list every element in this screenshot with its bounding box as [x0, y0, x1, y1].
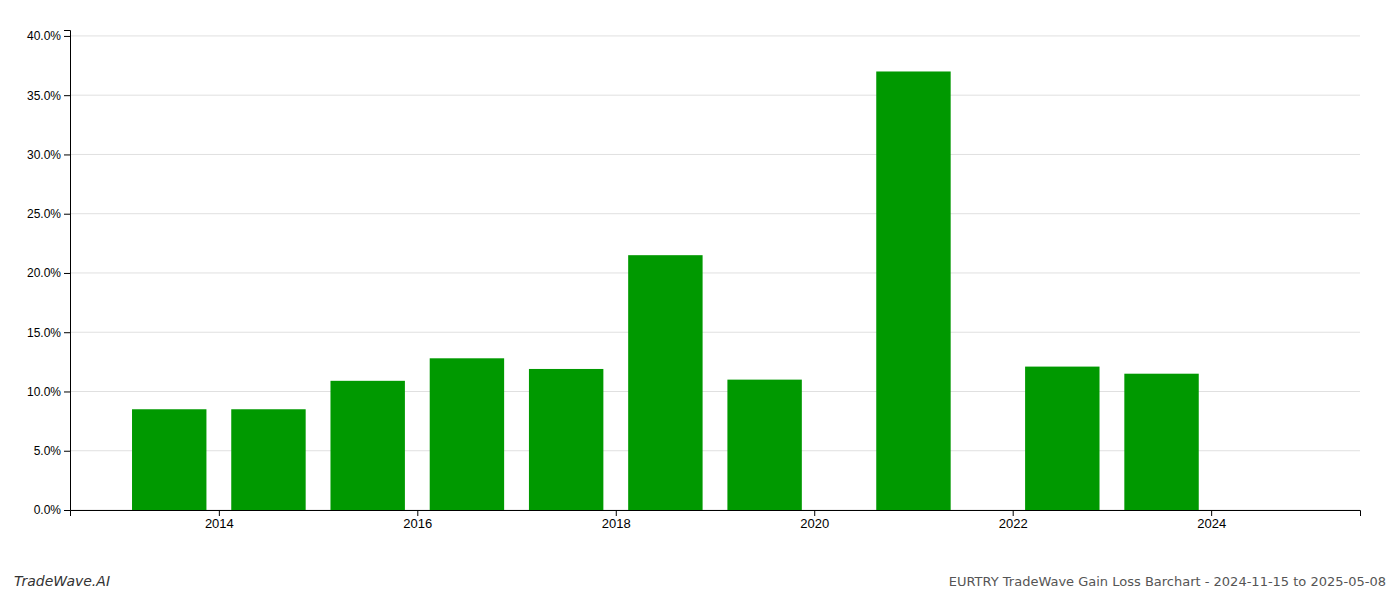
y-tick: 0.0%: [34, 503, 70, 517]
bar: [628, 255, 702, 510]
x-tick: 2024: [1197, 510, 1226, 531]
x-tick: 2014: [205, 510, 234, 531]
plot-area: 2014 2016 2018 2020 2022 2024 0.0% 5.0% 10.0% 15.…: [27, 29, 1361, 531]
bar: [529, 369, 603, 510]
y-tick: 10.0%: [27, 385, 70, 399]
bar: [132, 409, 206, 510]
y-tick: 35.0%: [27, 89, 70, 103]
y-axis-line: [64, 31, 71, 511]
x-axis-line: [71, 511, 1361, 517]
y-tick-label: 10.0%: [27, 385, 61, 399]
x-tick-label: 2014: [205, 516, 234, 531]
x-tick-mark: [616, 510, 617, 516]
y-tick-mark: [64, 451, 70, 452]
y-tick: 15.0%: [27, 326, 70, 340]
bar: [430, 358, 504, 510]
x-tick: 2018: [602, 510, 631, 531]
y-tick: 30.0%: [27, 148, 70, 162]
chart: 2014 2016 2018 2020 2022 2024 0.0% 5.0% 10.0% 15.…: [0, 0, 1400, 600]
x-tick-mark: [417, 510, 418, 516]
bar: [1124, 374, 1198, 510]
y-tick-label: 5.0%: [34, 444, 62, 458]
y-axis: 0.0% 5.0% 10.0% 15.0% 20.0% 25.0% 30.0% 35.0% 40…: [27, 29, 71, 517]
y-tick-label: 40.0%: [27, 29, 61, 43]
x-tick-mark: [219, 510, 220, 516]
grid-line: [70, 95, 1360, 96]
y-tick: 20.0%: [27, 266, 70, 280]
grid-line: [70, 332, 1360, 333]
y-tick-mark: [64, 391, 70, 392]
y-tick: 40.0%: [27, 29, 70, 43]
grid-line: [70, 272, 1360, 273]
grid-line: [70, 35, 1360, 36]
title: EURTRY TradeWave Gain Loss Barchart - 20…: [949, 574, 1386, 589]
y-tick-label: 15.0%: [27, 326, 61, 340]
x-tick: 2016: [403, 510, 432, 531]
bars: [132, 71, 1199, 510]
x-tick-label: 2018: [602, 516, 631, 531]
y-tick-mark: [64, 95, 70, 96]
y-tick-mark: [64, 273, 70, 274]
x-axis: 2014 2016 2018 2020 2022 2024: [71, 510, 1361, 531]
y-tick-label: 30.0%: [27, 148, 61, 162]
y-tick-mark: [64, 510, 70, 511]
bar: [1025, 367, 1099, 510]
footer: TradeWave.AI EURTRY TradeWave Gain Loss B…: [14, 573, 1386, 589]
bar: [727, 380, 801, 510]
bar: [946, 510, 1020, 511]
y-tick-label: 20.0%: [27, 266, 61, 280]
y-tick-label: 25.0%: [27, 207, 61, 221]
y-tick: 25.0%: [27, 207, 70, 221]
x-tick-mark: [1013, 510, 1014, 516]
y-tick-label: 0.0%: [34, 503, 62, 517]
watermark: TradeWave.AI: [14, 573, 110, 589]
bar: [231, 409, 305, 510]
x-tick-label: 2022: [999, 516, 1028, 531]
x-tick-label: 2016: [403, 516, 432, 531]
y-tick-mark: [64, 332, 70, 333]
bar: [330, 381, 404, 510]
y-tick-mark: [64, 36, 70, 37]
x-tick-mark: [814, 510, 815, 516]
x-tick: 2022: [999, 510, 1028, 531]
y-tick-mark: [64, 154, 70, 155]
x-tick-label: 2024: [1197, 516, 1226, 531]
x-tick-mark: [1211, 510, 1212, 516]
x-tick: 2020: [800, 510, 829, 531]
grid-line: [70, 154, 1360, 155]
y-tick: 5.0%: [34, 444, 70, 458]
x-tick-label: 2020: [800, 516, 829, 531]
y-tick-mark: [64, 214, 70, 215]
grid-line: [70, 213, 1360, 214]
grid: [70, 36, 1360, 510]
y-tick-label: 35.0%: [27, 89, 61, 103]
bar: [876, 71, 950, 510]
